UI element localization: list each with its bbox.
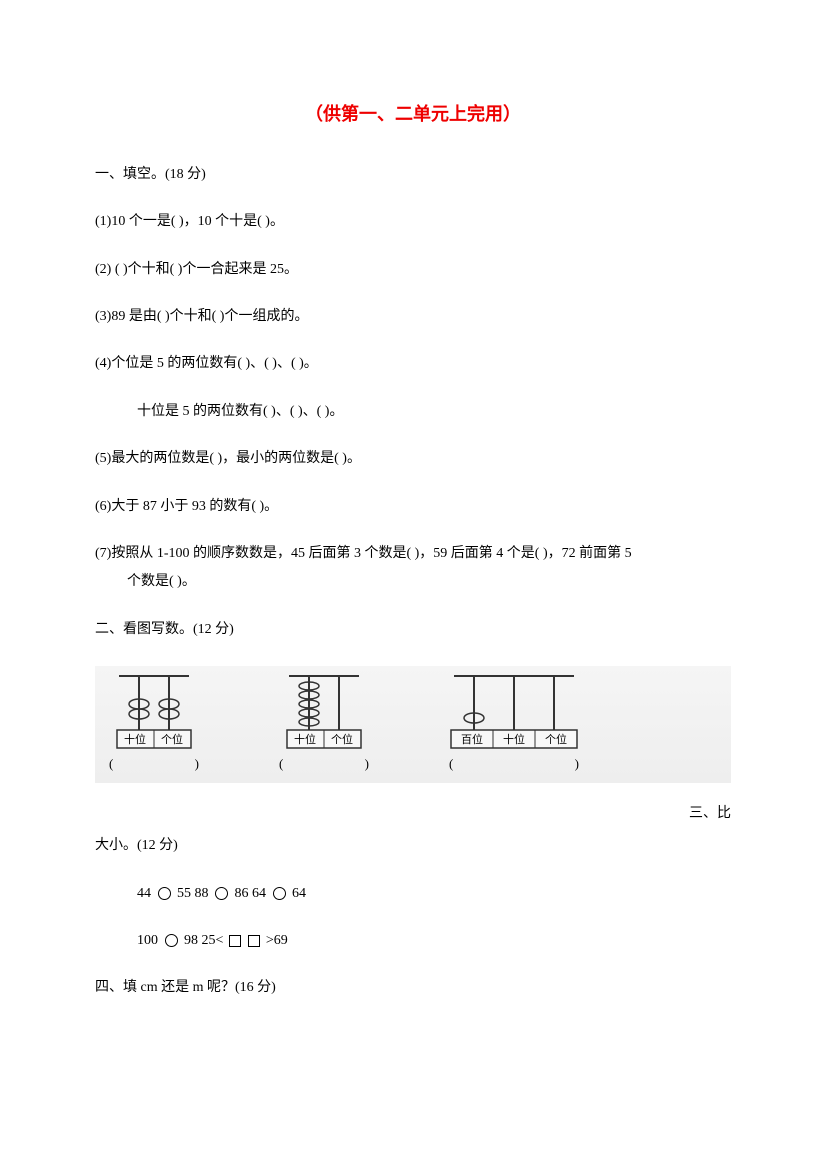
- page-title: （供第一、二单元上完用）: [95, 100, 731, 129]
- compare-line-2: 100 98 25< >69: [95, 930, 731, 952]
- abacus-3-svg: 百位 十位 个位: [439, 674, 589, 754]
- circle-icon: [165, 934, 178, 947]
- section3-right: 三、比: [95, 803, 731, 825]
- paren-r: ): [365, 754, 369, 775]
- paren-l: (: [109, 754, 113, 775]
- section4-header: 四、填 cm 还是 m 呢？(16 分): [95, 977, 731, 999]
- abacus-2: 十位 个位 ( ): [269, 674, 379, 775]
- q6: (6)大于 87 小于 93 的数有( )。: [95, 496, 731, 518]
- paren-l: (: [279, 754, 283, 775]
- circle-icon: [273, 887, 286, 900]
- abacus-1-svg: 十位 个位: [99, 674, 209, 754]
- section3-left: 大小。(12 分): [95, 835, 731, 857]
- paren-r: ): [575, 754, 579, 775]
- circle-icon: [158, 887, 171, 900]
- c1b: 55 88: [177, 886, 212, 901]
- square-icon: [248, 935, 260, 947]
- c2c: >69: [266, 933, 288, 948]
- svg-text:十位: 十位: [294, 732, 316, 746]
- svg-text:百位: 百位: [461, 732, 483, 746]
- svg-text:个位: 个位: [545, 732, 567, 746]
- abacus-2-paren: ( ): [269, 754, 379, 775]
- c1d: 64: [292, 886, 306, 901]
- abacus-2-svg: 十位 个位: [269, 674, 379, 754]
- c2a: 100: [137, 933, 162, 948]
- q1: (1)10 个一是( )，10 个十是( )。: [95, 211, 731, 233]
- svg-text:十位: 十位: [124, 732, 146, 746]
- q7a: (7)按照从 1-100 的顺序数数是，45 后面第 3 个数是( )，59 后…: [95, 543, 731, 565]
- abacus-3: 百位 十位 个位 ( ): [439, 674, 589, 775]
- circle-icon: [215, 887, 228, 900]
- q3: (3)89 是由( )个十和( )个一组成的。: [95, 306, 731, 328]
- section1-header: 一、填空。(18 分): [95, 164, 731, 186]
- c1c: 86 64: [235, 886, 270, 901]
- abacus-3-paren: ( ): [439, 754, 589, 775]
- q5: (5)最大的两位数是( )，最小的两位数是( )。: [95, 448, 731, 470]
- q2: (2) ( )个十和( )个一合起来是 25。: [95, 259, 731, 281]
- paren-l: (: [449, 754, 453, 775]
- c1a: 44: [137, 886, 155, 901]
- abacus-1: 十位 个位 ( ): [99, 674, 209, 775]
- q4a: (4)个位是 5 的两位数有( )、( )、( )。: [95, 353, 731, 375]
- abacus-row: 十位 个位 ( ) 十位 个位 ( ): [95, 666, 731, 783]
- svg-text:十位: 十位: [503, 732, 525, 746]
- title-text: （供第一、二单元上完用）: [305, 104, 521, 124]
- square-icon: [229, 935, 241, 947]
- paren-r: ): [195, 754, 199, 775]
- section2-header: 二、看图写数。(12 分): [95, 619, 731, 641]
- compare-line-1: 44 55 88 86 64 64: [95, 883, 731, 905]
- svg-text:个位: 个位: [161, 732, 183, 746]
- svg-text:个位: 个位: [331, 732, 353, 746]
- abacus-1-paren: ( ): [99, 754, 209, 775]
- q4b: 十位是 5 的两位数有( )、( )、( )。: [95, 401, 731, 423]
- q7b: 个数是( )。: [95, 571, 731, 593]
- c2b: 98 25<: [184, 933, 227, 948]
